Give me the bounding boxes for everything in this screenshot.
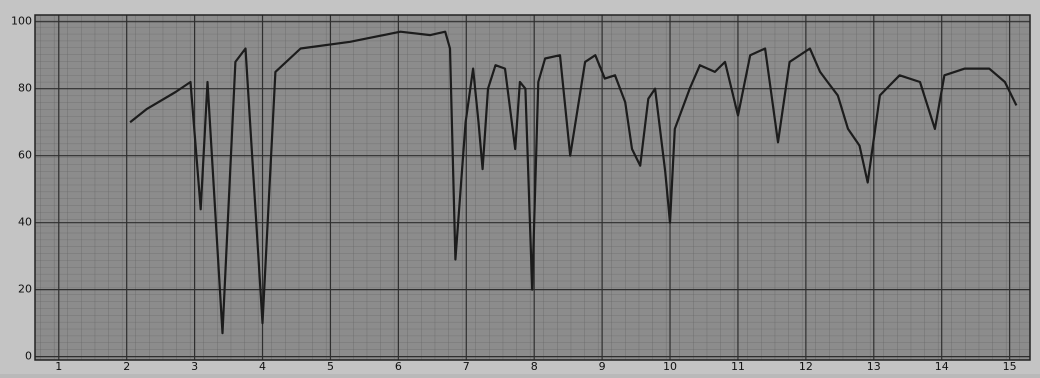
x-tick-label: 11 <box>731 360 745 373</box>
x-tick-label: 12 <box>799 360 813 373</box>
y-tick-label: 100 <box>11 15 32 28</box>
x-tick-label: 14 <box>935 360 949 373</box>
x-tick-label: 8 <box>531 360 538 373</box>
x-tick-label: 1 <box>55 360 62 373</box>
x-tick-label: 2 <box>123 360 130 373</box>
y-tick-label: 40 <box>18 216 32 229</box>
x-tick-label: 15 <box>1003 360 1017 373</box>
plot-frame <box>34 14 1031 361</box>
x-tick-label: 7 <box>463 360 470 373</box>
y-tick-label: 60 <box>18 149 32 162</box>
x-tick-label: 3 <box>191 360 198 373</box>
y-tick-label: 0 <box>25 350 32 363</box>
minor-grid <box>35 15 1030 360</box>
x-tick-label: 4 <box>259 360 266 373</box>
x-tick-label: 6 <box>395 360 402 373</box>
y-tick-label: 20 <box>18 283 32 296</box>
x-tick-label: 5 <box>327 360 334 373</box>
y-tick-label: 80 <box>18 82 32 95</box>
x-tick-label: 9 <box>599 360 606 373</box>
x-tick-label: 10 <box>663 360 677 373</box>
x-tick-label: 13 <box>867 360 881 373</box>
spectrum-line <box>129 30 1018 335</box>
